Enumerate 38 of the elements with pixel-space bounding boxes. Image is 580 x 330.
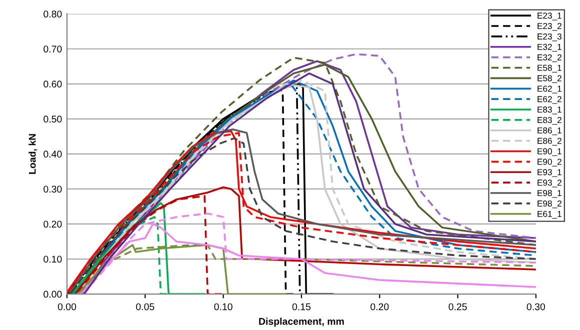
legend-label: E61_1 <box>538 210 562 219</box>
y-tick-label: 0.40 <box>44 150 62 158</box>
legend-label: E93_2 <box>538 180 562 188</box>
legend-label: E83_2 <box>538 116 562 125</box>
legend-label: E86_2 <box>538 138 562 146</box>
y-tick-label: 0.80 <box>44 10 62 18</box>
y-tick-label: 0.10 <box>44 256 62 263</box>
y-tick-label: 0.60 <box>44 80 62 88</box>
legend-label: E58_2 <box>538 75 562 83</box>
legend-label: E98_1 <box>538 190 562 198</box>
y-axis-title: Load, kN <box>28 134 38 174</box>
y-tick-label: 0.00 <box>44 290 62 298</box>
legend-label: E90_1 <box>538 148 562 156</box>
y-tick-label: 0.70 <box>44 46 62 52</box>
x-tick-label: 0.25 <box>448 303 467 310</box>
y-tick-label: 0.30 <box>44 186 62 193</box>
legend-label: E23_3 <box>538 33 562 42</box>
x-tick-label: 0.10 <box>214 303 232 310</box>
x-tick-label: 0.30 <box>526 303 545 310</box>
y-tick-label: 0.20 <box>44 220 62 228</box>
legend-label: E23_2 <box>538 23 562 31</box>
legend-label: E86_1 <box>538 127 562 136</box>
x-tick-label: 0.00 <box>58 303 76 310</box>
legend-label: E90_2 <box>538 158 562 166</box>
legend-label: E62_1 <box>538 86 562 94</box>
legend-label: E83_1 <box>538 106 562 114</box>
x-tick-label: 0.05 <box>136 303 154 310</box>
x-tick-label: 0.20 <box>370 303 389 310</box>
legend-label: E32_2 <box>538 54 562 62</box>
legend-label: E58_1 <box>538 64 562 72</box>
legend-label: E93_1 <box>538 169 562 177</box>
legend-label: E98_2 <box>538 200 562 208</box>
y-tick-label: 0.50 <box>44 116 62 123</box>
legend-label: E23_1 <box>538 12 562 20</box>
x-axis-title: Displacement, mm <box>259 318 344 327</box>
x-tick-label: 0.15 <box>292 303 311 310</box>
legend-label: E62_2 <box>538 96 562 104</box>
legend-label: E32_1 <box>538 44 562 52</box>
